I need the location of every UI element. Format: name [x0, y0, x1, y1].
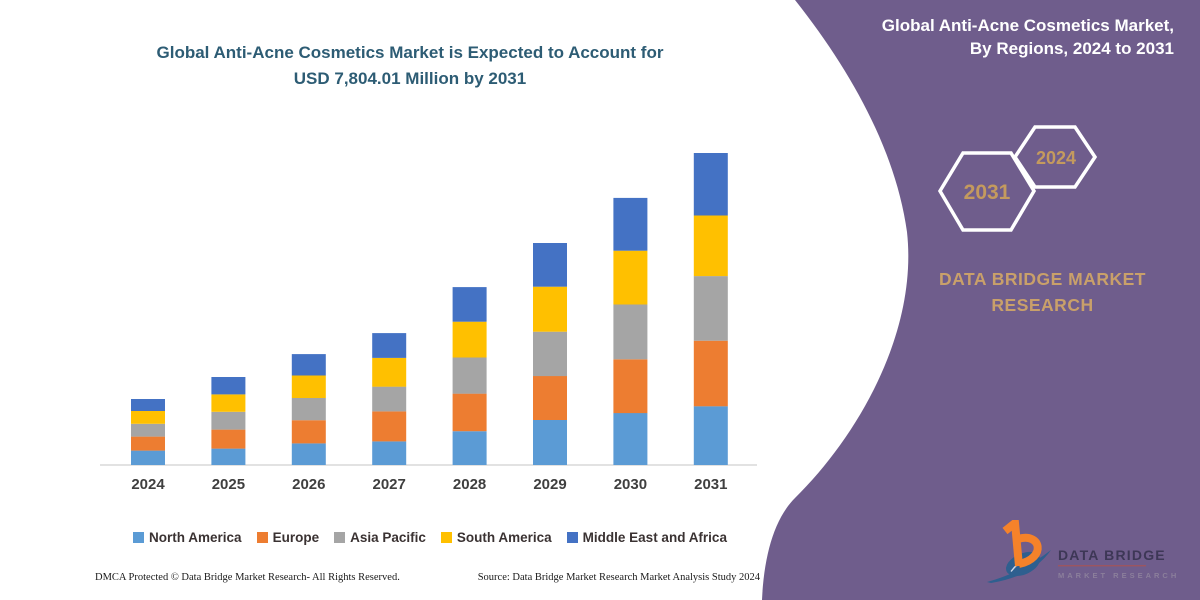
bar-segment [452, 357, 487, 394]
bar-segment [372, 357, 407, 387]
bar-segment [693, 406, 728, 465]
chart-legend: North America Europe Asia Pacific South Ame… [95, 530, 765, 545]
bar-segment [211, 411, 246, 430]
bar-segment [372, 333, 407, 358]
brand-name: DATA BRIDGE MARKET RESEARCH [905, 266, 1180, 318]
legend-label: South America [456, 530, 552, 545]
bar-segment [211, 394, 246, 412]
x-axis-tick-label: 2025 [212, 476, 245, 493]
bar-segment [693, 215, 728, 277]
bar-segment [533, 420, 567, 465]
legend-swatch-icon [256, 532, 268, 543]
bar-segment [533, 331, 567, 377]
bar-segment [613, 304, 648, 360]
panel-title: Global Anti-Acne Cosmetics Market, By Re… [814, 14, 1174, 60]
bar-segment [291, 354, 326, 376]
x-axis-tick-label: 2026 [292, 476, 325, 493]
x-axis-tick-label: 2024 [131, 476, 165, 493]
chart-title-line2: USD 7,804.01 Million by 2031 [293, 69, 527, 88]
legend-swatch-icon [133, 532, 145, 543]
x-axis-tick-label: 2027 [373, 476, 406, 493]
logo-tagline: MARKET RESEARCH [1058, 571, 1179, 580]
bars-group [131, 153, 728, 465]
legend-swatch-icon [566, 532, 578, 543]
bar-segment [613, 359, 648, 414]
bar-segment [131, 399, 165, 411]
legend-item: Middle East and Africa [566, 530, 727, 545]
x-axis-labels: 2024 2025 2026 2027 2028 2029 2030 2031 [131, 476, 727, 493]
bar-segment [452, 393, 487, 432]
legend-swatch-icon [440, 532, 452, 543]
chart-title-line1: Global Anti-Acne Cosmetics Market is Exp… [156, 43, 664, 62]
legend-label: North America [149, 530, 242, 545]
bar-segment [613, 413, 648, 465]
chart-title: Global Anti-Acne Cosmetics Market is Exp… [95, 40, 725, 92]
footer: DMCA Protected © Data Bridge Market Rese… [95, 572, 760, 583]
bar-segment [131, 423, 165, 437]
bar-segment [533, 243, 567, 287]
legend-swatch-icon [334, 532, 346, 543]
logo-divider [1058, 565, 1146, 567]
bar-segment [372, 411, 407, 442]
legend-label: Asia Pacific [350, 530, 426, 545]
bar-segment [131, 450, 165, 465]
bar-segment [693, 340, 728, 407]
panel-title-line1: Global Anti-Acne Cosmetics Market, [881, 16, 1174, 35]
logo-b-stem-icon [1002, 515, 1023, 567]
bar-segment [291, 375, 326, 398]
bar-segment [372, 386, 407, 412]
bar-segment [693, 276, 728, 341]
bar-segment [613, 197, 648, 251]
legend-item: North America [133, 530, 242, 545]
bar-segment [452, 431, 487, 465]
source-text: Source: Data Bridge Market Research Mark… [477, 572, 760, 583]
x-axis-tick-label: 2028 [453, 476, 486, 493]
data-bridge-logo: DATA BRIDGE MARKET RESEARCH [985, 515, 1180, 595]
legend-item: Asia Pacific [334, 530, 426, 545]
bar-segment [613, 250, 648, 305]
logo-wordmark: DATA BRIDGE [1058, 547, 1166, 563]
bar-segment [291, 398, 326, 421]
brand-name-line1: DATA BRIDGE MARKET [939, 269, 1146, 289]
bar-segment [131, 436, 165, 451]
bar-segment [533, 376, 567, 420]
bar-segment [533, 286, 567, 332]
legend-label: Middle East and Africa [582, 530, 727, 545]
bar-segment [452, 321, 487, 358]
brand-name-line2: RESEARCH [991, 295, 1094, 315]
x-axis-tick-label: 2031 [694, 476, 727, 493]
bar-segment [131, 411, 165, 424]
copyright-text: DMCA Protected © Data Bridge Market Rese… [95, 572, 400, 583]
bar-segment [291, 420, 326, 444]
bar-segment [211, 448, 246, 465]
legend-item: Europe [256, 530, 320, 545]
legend-label: Europe [272, 530, 320, 545]
logo-b-bowl-icon [1016, 533, 1042, 568]
bar-segment [693, 153, 728, 216]
panel-title-line2: By Regions, 2024 to 2031 [969, 39, 1174, 58]
x-axis-tick-label: 2029 [533, 476, 566, 493]
bar-segment [372, 441, 407, 465]
bar-segment [452, 287, 487, 322]
bar-segment [291, 443, 326, 465]
x-axis-tick-label: 2030 [614, 476, 647, 493]
bar-segment [211, 429, 246, 449]
bar-segment [211, 377, 246, 395]
stacked-bar-chart: 2024 2025 2026 2027 2028 2029 2030 2031 [100, 153, 757, 493]
legend-item: South America [440, 530, 552, 545]
